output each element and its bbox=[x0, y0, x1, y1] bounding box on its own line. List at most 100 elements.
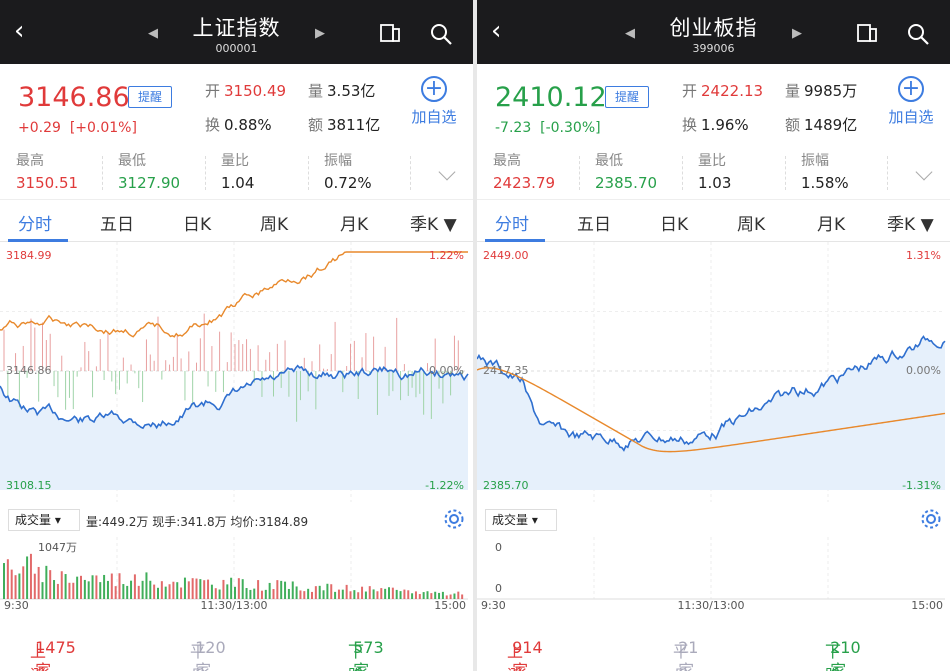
indicator-select[interactable]: 成交量 ▾ bbox=[485, 509, 557, 531]
indicator-select-label: 成交量 bbox=[15, 513, 52, 527]
remind-button[interactable]: 提醒 bbox=[128, 86, 172, 108]
open-value: 3150.49 bbox=[224, 82, 287, 100]
pct-axis-bottom-label: -1.22% bbox=[425, 479, 464, 492]
down-count: 下跌 573家 bbox=[348, 630, 384, 671]
divider bbox=[410, 156, 411, 190]
time-mid-label: 11:30/13:00 bbox=[200, 599, 267, 612]
down-label: 下跌 bbox=[348, 642, 365, 671]
panel-shanghai: ‹ ◀ 上证指数 000001 ▶ 3146.86 提醒 +0.29 [+0.0… bbox=[0, 0, 473, 671]
tab-daily-k[interactable]: 日K bbox=[660, 215, 689, 235]
volume-max-label: 1047万 bbox=[38, 541, 77, 554]
down-count: 下跌 210家 bbox=[825, 630, 861, 671]
next-index-icon[interactable]: ▶ bbox=[315, 26, 325, 41]
intraday-chart[interactable]: 3184.99 3146.86 3108.15 1.22% 0.00% -1.22% bbox=[0, 242, 473, 502]
pct-axis-mid-label: 0.00% bbox=[906, 364, 941, 377]
pct-axis-top-label: 1.22% bbox=[429, 249, 464, 262]
ratio-value: 1.04 bbox=[221, 174, 255, 192]
active-tab-indicator bbox=[8, 239, 68, 242]
y-axis-top-label: 3184.99 bbox=[6, 249, 52, 262]
tab-5day[interactable]: 五日 bbox=[577, 215, 611, 235]
search-icon[interactable] bbox=[429, 22, 453, 46]
average-line bbox=[477, 367, 946, 453]
flat-value: 120家 bbox=[195, 638, 226, 671]
time-end-label: 15:00 bbox=[911, 599, 943, 612]
up-value: 914家 bbox=[512, 638, 543, 671]
low-label: 最低 bbox=[595, 153, 623, 169]
pct-axis-bottom-label: -1.31% bbox=[902, 479, 941, 492]
tab-monthly-k[interactable]: 月K bbox=[340, 215, 369, 235]
prev-index-icon[interactable]: ◀ bbox=[625, 26, 635, 41]
divider bbox=[682, 156, 683, 190]
search-icon[interactable] bbox=[906, 22, 930, 46]
quote-panel: 2410.12 提醒 -7.23 [-0.30%] 开 2422.13 量 9985… bbox=[477, 64, 950, 200]
price-change: -7.23 [-0.30%] bbox=[495, 120, 601, 136]
tab-weekly-k[interactable]: 周K bbox=[737, 215, 766, 235]
y-axis-mid-label: 2417.35 bbox=[483, 364, 529, 377]
back-icon[interactable]: ‹ bbox=[14, 16, 25, 46]
amount-stat: 额 1489亿 bbox=[785, 114, 857, 135]
divider bbox=[579, 156, 580, 190]
add-watchlist-button[interactable]: + 加自选 bbox=[409, 76, 459, 127]
divider bbox=[887, 156, 888, 190]
indicator-select[interactable]: 成交量 ▾ bbox=[8, 509, 80, 531]
average-line bbox=[0, 251, 468, 338]
volume-label: 量 bbox=[785, 82, 801, 100]
market-breadth: 上涨 1475家 平盘 120家 下跌 573家 bbox=[0, 622, 473, 671]
chevron-down-icon[interactable] bbox=[438, 163, 456, 181]
low-value: 3127.90 bbox=[118, 174, 181, 192]
time-start-label: 9:30 bbox=[481, 599, 506, 612]
amount-label: 额 bbox=[308, 116, 324, 134]
stats-row: 最高 3150.51 最低 3127.90 量比 1.04 振幅 0.72% bbox=[0, 150, 473, 196]
amplitude-cell: 振幅 0.72% bbox=[324, 150, 372, 194]
down-value: 210家 bbox=[830, 638, 861, 671]
low-cell: 最低 3127.90 bbox=[118, 150, 180, 194]
low-label: 最低 bbox=[118, 153, 146, 169]
caret-down-icon: ▼ bbox=[920, 215, 934, 235]
high-value: 2423.79 bbox=[493, 174, 556, 192]
chevron-down-icon[interactable] bbox=[915, 163, 933, 181]
flat-label: 平盘 bbox=[190, 642, 207, 671]
tab-5day[interactable]: 五日 bbox=[100, 215, 134, 235]
tab-monthly-k[interactable]: 月K bbox=[817, 215, 846, 235]
intraday-chart[interactable]: 2449.00 2417.35 2385.70 1.31% 0.00% -1.31% bbox=[477, 242, 950, 502]
gear-icon[interactable] bbox=[443, 508, 465, 530]
tab-quarterly-k[interactable]: 季K ▼ bbox=[410, 210, 457, 235]
pct-axis-mid-label: 0.00% bbox=[429, 364, 464, 377]
turnover-value: 1.96% bbox=[701, 116, 749, 134]
tab-quarterly-k[interactable]: 季K ▼ bbox=[887, 210, 934, 235]
remind-button[interactable]: 提醒 bbox=[605, 86, 649, 108]
caret-down-icon: ▾ bbox=[531, 513, 538, 527]
index-title: 创业板指 bbox=[669, 16, 758, 40]
change-pct: [+0.01%] bbox=[69, 120, 137, 136]
next-index-icon[interactable]: ▶ bbox=[792, 26, 802, 41]
high-cell: 最高 3150.51 bbox=[16, 150, 78, 194]
flat-label: 平盘 bbox=[673, 642, 690, 671]
back-icon[interactable]: ‹ bbox=[491, 16, 502, 46]
tab-intraday[interactable]: 分时 bbox=[495, 215, 529, 235]
y-axis-top-label: 2449.00 bbox=[483, 249, 529, 262]
switch-icon[interactable] bbox=[379, 22, 401, 44]
up-count: 上涨 914家 bbox=[507, 630, 543, 671]
price-area bbox=[0, 365, 468, 490]
change-value: +0.29 bbox=[18, 120, 61, 136]
period-tabs: 分时 五日 日K 周K 月K 季K ▼ bbox=[0, 200, 473, 242]
low-value: 2385.70 bbox=[595, 174, 658, 192]
index-code: 399006 bbox=[692, 42, 735, 55]
volume-toolbar: 成交量 ▾ bbox=[477, 503, 950, 537]
prev-index-icon[interactable]: ◀ bbox=[148, 26, 158, 41]
amplitude-label: 振幅 bbox=[324, 153, 352, 169]
plus-icon: + bbox=[421, 76, 447, 102]
gear-icon[interactable] bbox=[920, 508, 942, 530]
add-watchlist-button[interactable]: + 加自选 bbox=[886, 76, 936, 127]
down-label: 下跌 bbox=[825, 642, 842, 671]
tab-intraday[interactable]: 分时 bbox=[18, 215, 52, 235]
tab-weekly-k[interactable]: 周K bbox=[260, 215, 289, 235]
up-label: 上涨 bbox=[507, 642, 524, 671]
switch-icon[interactable] bbox=[856, 22, 878, 44]
tab-daily-k[interactable]: 日K bbox=[183, 215, 212, 235]
low-cell: 最低 2385.70 bbox=[595, 150, 657, 194]
index-code: 000001 bbox=[215, 42, 258, 55]
amount-stat: 额 3811亿 bbox=[308, 114, 380, 135]
volume-max-label: 0 bbox=[495, 541, 502, 554]
amplitude-label: 振幅 bbox=[801, 153, 829, 169]
